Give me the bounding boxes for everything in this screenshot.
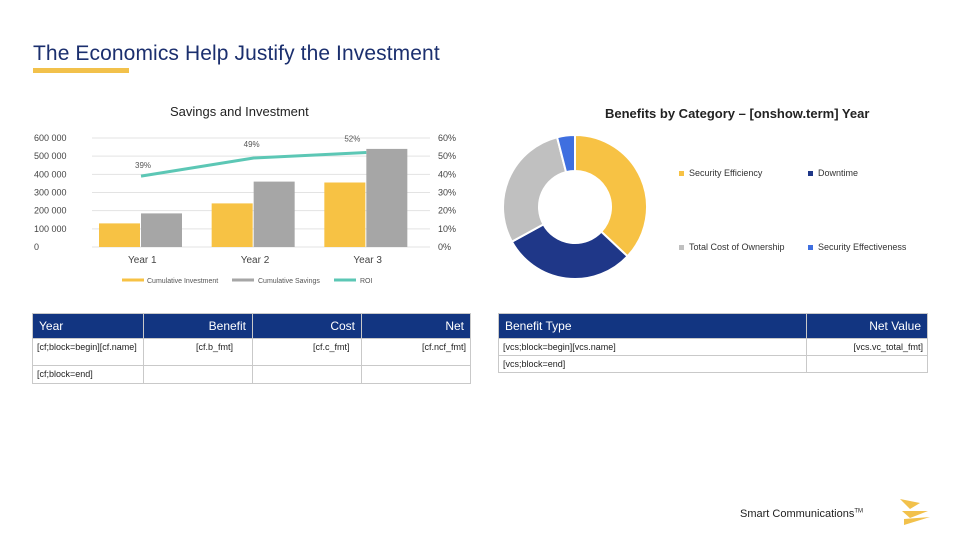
- y2-tick-label: 10%: [438, 224, 456, 234]
- table-cell: [143, 365, 253, 384]
- legend-swatch: [679, 244, 684, 250]
- y2-tick-label: 40%: [438, 169, 456, 179]
- header-net: Net: [361, 313, 471, 339]
- x-tick-label: Year 3: [353, 255, 382, 266]
- table-row: [vcs;block=end]: [498, 355, 928, 373]
- table-row: [cf;block=end]: [32, 365, 471, 384]
- y-tick-label: 500 000: [34, 151, 67, 161]
- bar-cumulative-investment: [324, 182, 366, 247]
- y-tick-label: 200 000: [34, 206, 67, 216]
- legend-swatch: [808, 170, 813, 176]
- roi-data-label: 49%: [244, 140, 260, 149]
- table-cell: [cf;block=end]: [32, 365, 144, 384]
- header-year: Year: [32, 313, 144, 339]
- table-cell: [252, 365, 362, 384]
- legend-swatch: [808, 244, 813, 250]
- legend-security-efficiency: Security Efficiency: [679, 168, 762, 178]
- benefits-donut-chart: [502, 133, 648, 280]
- y-tick-label: 600 000: [34, 133, 67, 143]
- y-tick-label: 400 000: [34, 169, 67, 179]
- table-cell: [vcs.vc_total_fmt]: [806, 338, 928, 356]
- brand-name: Smart CommunicationsTM: [740, 508, 863, 520]
- legend-label: Security Effectiveness: [818, 242, 907, 252]
- y-tick-label: 300 000: [34, 188, 67, 198]
- legend-downtime: Downtime: [808, 168, 858, 178]
- donut-slice-downtime: [510, 222, 629, 280]
- bar-cumulative-investment: [99, 223, 140, 247]
- table-cell: [cf.c_fmt]: [252, 338, 362, 366]
- title-underline: [33, 68, 129, 73]
- cash-flow-table: Year Benefit Cost Net [cf;block=begin][c…: [32, 313, 471, 384]
- bar-chart-title: Savings and Investment: [170, 104, 309, 119]
- y-tick-label: 100 000: [34, 224, 67, 234]
- roi-data-label: 52%: [344, 135, 360, 144]
- table-header-row: Benefit Type Net Value: [498, 313, 928, 339]
- y-tick-label: 0: [34, 242, 39, 252]
- table-cell: [806, 355, 928, 373]
- bar-cumulative-investment: [211, 203, 253, 247]
- bar-cumulative-savings: [253, 181, 295, 247]
- y2-tick-label: 50%: [438, 151, 456, 161]
- y2-tick-label: 0%: [438, 242, 451, 252]
- donut-slice-security-effectiveness: [555, 133, 576, 174]
- table-row: [cf;block=begin][cf.name] [cf.b_fmt] [cf…: [32, 338, 471, 366]
- header-cost: Cost: [252, 313, 362, 339]
- table-cell: [361, 365, 471, 384]
- legend-total-cost-ownership: Total Cost of Ownership: [679, 242, 785, 252]
- brand-tm: TM: [854, 508, 863, 515]
- x-tick-label: Year 1: [128, 255, 157, 266]
- y2-tick-label: 20%: [438, 206, 456, 216]
- legend-label: Downtime: [818, 168, 859, 178]
- table-row: [vcs;block=begin][vcs.name] [vcs.vc_tota…: [498, 338, 928, 356]
- roi-data-label: 39%: [135, 161, 151, 170]
- legend-label: Total Cost of Ownership: [689, 242, 785, 252]
- legend-label-savings: Cumulative Savings: [258, 278, 320, 285]
- pie-chart-title: Benefits by Category – [onshow.term] Yea…: [605, 106, 870, 121]
- legend-label: Security Efficiency: [689, 168, 763, 178]
- header-benefit-type: Benefit Type: [498, 313, 807, 339]
- table-header-row: Year Benefit Cost Net: [32, 313, 471, 339]
- y2-tick-label: 30%: [438, 188, 456, 198]
- table-cell: [cf;block=begin][cf.name]: [32, 338, 144, 366]
- table-cell: [vcs;block=end]: [498, 355, 807, 373]
- x-tick-label: Year 2: [241, 255, 270, 266]
- savings-investment-chart: 0 100 000 200 000 300 000 400 000 500 000 600 …: [34, 133, 456, 285]
- table-cell: [cf.b_fmt]: [143, 338, 253, 366]
- table-cell: [vcs;block=begin][vcs.name]: [498, 338, 807, 356]
- y2-tick-label: 60%: [438, 133, 456, 143]
- table-cell: [cf.ncf_fmt]: [361, 338, 471, 366]
- header-net-value: Net Value: [806, 313, 928, 339]
- bar-cumulative-savings: [366, 148, 408, 247]
- legend-swatch: [679, 170, 684, 176]
- legend-label-investment: Cumulative Investment: [147, 278, 218, 285]
- donut-slice-total-cost-of-ownership: [502, 136, 568, 244]
- bar-cumulative-savings: [141, 213, 182, 247]
- brand-logo-icon: [900, 499, 930, 525]
- page-title: The Economics Help Justify the Investmen…: [33, 42, 440, 65]
- benefit-type-table: Benefit Type Net Value [vcs;block=begin]…: [498, 313, 928, 373]
- brand-text: Smart Communications: [740, 508, 855, 520]
- header-benefit: Benefit: [143, 313, 253, 339]
- legend-security-effectiveness: Security Effectiveness: [808, 242, 906, 252]
- legend-label-roi: ROI: [360, 278, 373, 285]
- donut-slice-security-efficiency: [574, 133, 648, 258]
- line-roi: [140, 151, 367, 178]
